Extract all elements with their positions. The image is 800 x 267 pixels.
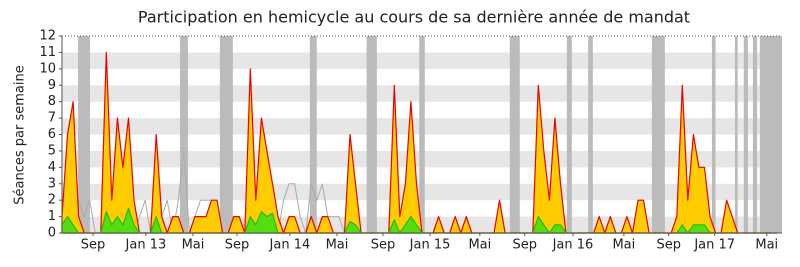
x-tick-label: Mai [326, 238, 349, 253]
shaded-range [566, 36, 572, 233]
shaded-range [509, 36, 520, 233]
shaded-range [366, 36, 377, 233]
y-tick-label: 1 [48, 209, 56, 224]
y-tick-label: 7 [48, 111, 56, 126]
y-tick-label: 6 [48, 127, 56, 142]
y-tick-label: 4 [48, 160, 56, 175]
x-tick-label: Mai [468, 238, 491, 253]
y-axis-label: Séances par semaine [13, 65, 28, 204]
shaded-range [588, 36, 593, 233]
y-tick-label: 5 [48, 143, 56, 158]
x-tick-label: Sep [225, 238, 250, 253]
shaded-range [419, 36, 425, 233]
shaded-range [309, 36, 317, 233]
shaded-range [78, 36, 90, 233]
y-tick-label: 11 [39, 45, 56, 60]
y-tick-label: 10 [39, 61, 56, 76]
x-tick-label: Jan 14 [269, 238, 311, 253]
chart-title: Participation en hemicycle au cours de s… [138, 8, 690, 27]
x-tick-label: Jan 17 [693, 238, 735, 253]
x-tick-label: Sep [512, 238, 537, 253]
shaded-range [752, 36, 758, 233]
x-tick-label: Mai [755, 238, 778, 253]
x-tick-label: Sep [371, 238, 396, 253]
y-tick-label: 3 [48, 176, 56, 191]
shaded-range [651, 36, 665, 233]
x-tick-label: Mai [182, 238, 205, 253]
shaded-range [179, 36, 188, 233]
y-tick-label: 2 [48, 193, 56, 208]
shaded-range [219, 36, 233, 233]
y-tick-label: 8 [48, 94, 56, 109]
y-tick-label: 12 [39, 29, 56, 44]
shaded-range [759, 36, 782, 233]
y-tick-label: 0 [48, 226, 56, 241]
x-tick-label: Mai [612, 238, 635, 253]
x-tick-label: Sep [656, 238, 681, 253]
y-tick-label: 9 [48, 78, 56, 93]
shaded-range [743, 36, 748, 233]
x-tick-label: Sep [81, 238, 106, 253]
shaded-range [734, 36, 738, 233]
x-tick-label: Jan 15 [409, 238, 451, 253]
x-tick-label: Jan 13 [125, 238, 167, 253]
shaded-range [711, 36, 716, 233]
x-tick-label: Jan 16 [552, 238, 594, 253]
